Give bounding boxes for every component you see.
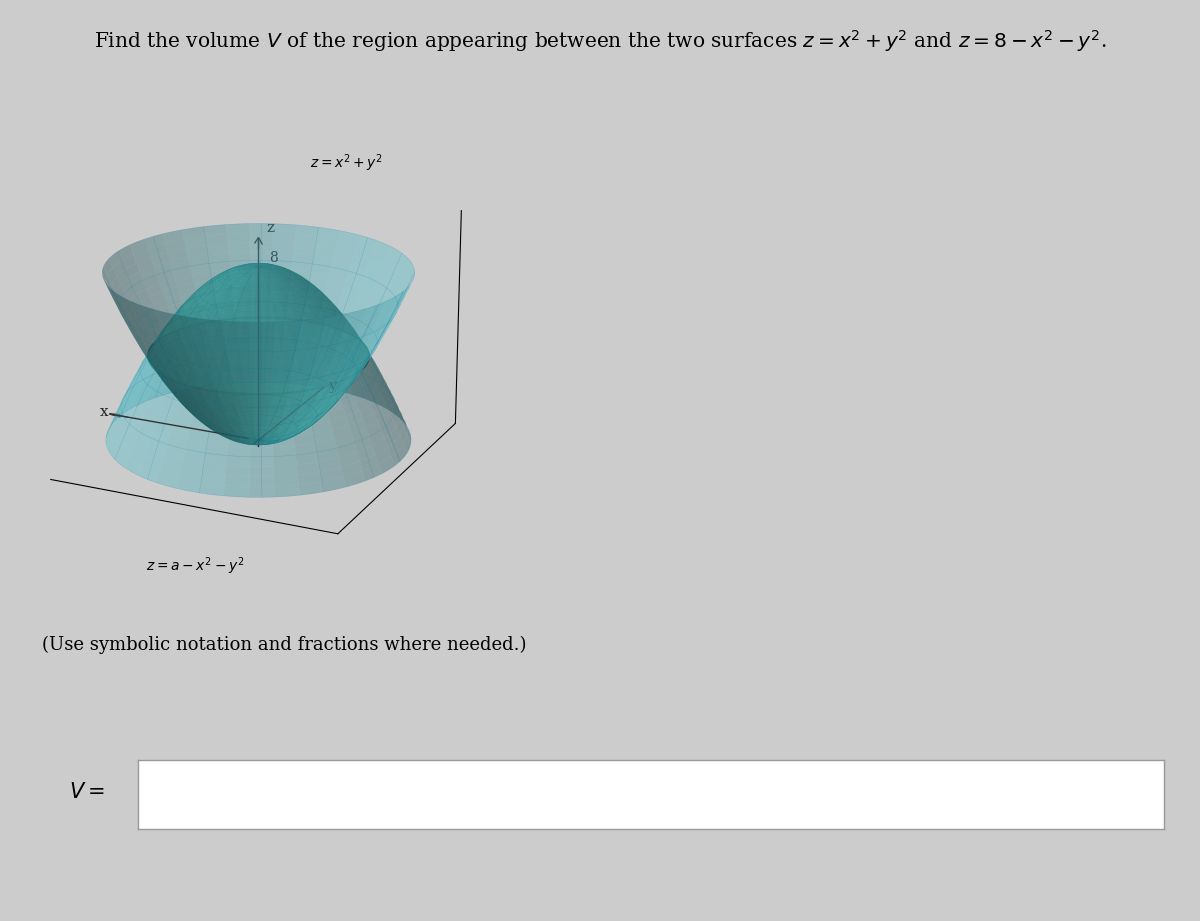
Text: (Use symbolic notation and fractions where needed.): (Use symbolic notation and fractions whe… <box>42 635 527 654</box>
Text: $z = a - x^2 - y^2$: $z = a - x^2 - y^2$ <box>146 555 245 577</box>
Text: Find the volume $V$ of the region appearing between the two surfaces $z = x^2 + : Find the volume $V$ of the region appear… <box>94 29 1106 54</box>
Text: $V =$: $V =$ <box>68 782 104 802</box>
Text: $z = x^2 + y^2$: $z = x^2 + y^2$ <box>310 152 383 173</box>
